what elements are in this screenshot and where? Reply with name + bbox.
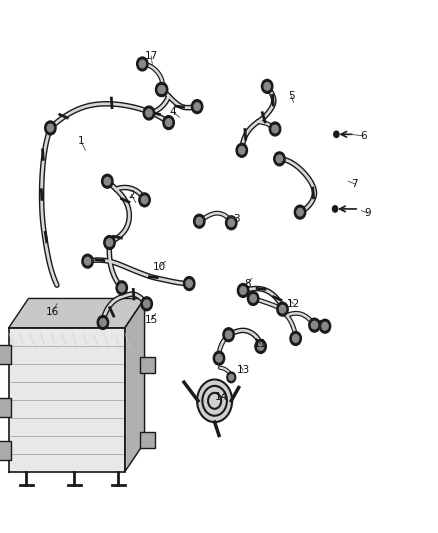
Text: 10: 10: [153, 262, 166, 271]
Circle shape: [194, 214, 205, 228]
Circle shape: [146, 109, 152, 117]
Circle shape: [228, 219, 234, 227]
Polygon shape: [9, 298, 145, 328]
Circle shape: [294, 205, 306, 219]
Circle shape: [194, 103, 200, 110]
Circle shape: [261, 79, 273, 93]
Circle shape: [119, 284, 125, 292]
Circle shape: [100, 319, 106, 326]
Circle shape: [184, 277, 195, 290]
Text: 8: 8: [244, 279, 251, 288]
Circle shape: [311, 321, 318, 329]
Circle shape: [255, 340, 266, 353]
Circle shape: [186, 280, 192, 287]
Circle shape: [274, 152, 285, 166]
Bar: [140, 432, 155, 448]
Circle shape: [143, 106, 155, 120]
Circle shape: [279, 305, 286, 313]
Bar: [140, 357, 155, 373]
Circle shape: [297, 208, 303, 216]
Circle shape: [227, 372, 236, 383]
Text: 3: 3: [233, 214, 240, 223]
Circle shape: [191, 100, 203, 114]
Circle shape: [236, 143, 247, 157]
Polygon shape: [9, 328, 125, 472]
Circle shape: [163, 116, 174, 130]
Circle shape: [137, 57, 148, 71]
Circle shape: [155, 83, 167, 96]
Text: 14: 14: [215, 392, 228, 402]
Circle shape: [106, 239, 113, 246]
Text: 12: 12: [287, 299, 300, 309]
Circle shape: [159, 86, 165, 93]
Circle shape: [158, 86, 164, 93]
Text: 7: 7: [351, 179, 358, 189]
Text: 11: 11: [254, 339, 267, 349]
Circle shape: [332, 206, 338, 212]
Circle shape: [239, 147, 245, 154]
Circle shape: [247, 292, 259, 305]
Circle shape: [237, 284, 249, 297]
Circle shape: [264, 83, 270, 90]
Circle shape: [290, 332, 301, 345]
Circle shape: [334, 131, 339, 138]
Circle shape: [240, 287, 246, 294]
Circle shape: [276, 155, 283, 163]
Text: 13: 13: [237, 366, 250, 375]
Circle shape: [139, 60, 145, 68]
Circle shape: [82, 254, 93, 268]
Circle shape: [97, 316, 109, 329]
Circle shape: [319, 319, 331, 333]
Circle shape: [269, 122, 281, 136]
Circle shape: [47, 124, 53, 132]
Circle shape: [213, 351, 225, 365]
Circle shape: [144, 300, 150, 308]
Circle shape: [250, 295, 256, 302]
Circle shape: [156, 83, 168, 96]
Circle shape: [85, 257, 91, 265]
Circle shape: [104, 236, 115, 249]
Circle shape: [102, 174, 113, 188]
Circle shape: [293, 335, 299, 342]
Circle shape: [322, 322, 328, 330]
Circle shape: [309, 318, 320, 332]
Text: 6: 6: [360, 131, 367, 141]
Circle shape: [198, 381, 231, 421]
Text: 5: 5: [288, 91, 295, 101]
Text: 15: 15: [145, 315, 158, 325]
Text: 16: 16: [46, 307, 59, 317]
Circle shape: [196, 217, 202, 225]
Circle shape: [104, 177, 110, 185]
Bar: [0, 345, 11, 364]
Circle shape: [45, 121, 56, 135]
Circle shape: [166, 119, 172, 126]
Polygon shape: [125, 298, 145, 472]
Bar: [0, 441, 11, 460]
Bar: [0, 398, 11, 417]
Text: 2: 2: [128, 190, 135, 199]
Text: 1: 1: [78, 136, 85, 146]
Circle shape: [258, 343, 264, 350]
Circle shape: [116, 281, 127, 295]
Circle shape: [223, 328, 234, 342]
Circle shape: [216, 354, 222, 362]
Text: 4: 4: [170, 107, 177, 117]
Circle shape: [229, 374, 234, 381]
Circle shape: [226, 331, 232, 338]
Circle shape: [226, 216, 237, 230]
Circle shape: [277, 302, 288, 316]
Text: 17: 17: [145, 51, 158, 61]
Text: 9: 9: [364, 208, 371, 218]
Circle shape: [272, 125, 278, 133]
Circle shape: [141, 196, 148, 204]
Circle shape: [139, 193, 150, 207]
Circle shape: [141, 297, 152, 311]
